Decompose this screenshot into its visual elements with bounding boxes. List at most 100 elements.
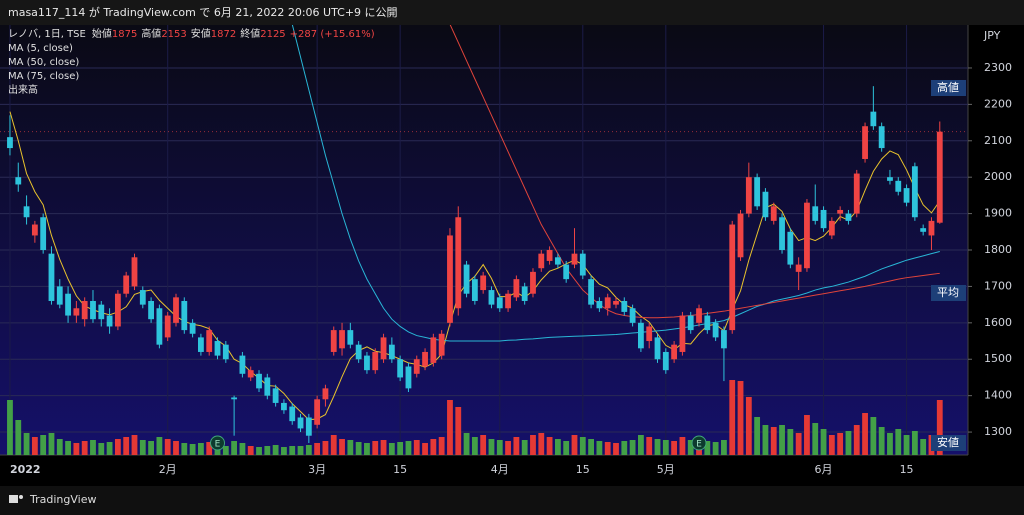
price-label: 高値 平均 安値 [931,80,966,451]
volume-bar [936,400,943,455]
volume-bar [314,443,321,455]
volume-bar [56,439,63,455]
volume-bar [438,437,445,455]
earnings-marker [691,435,707,451]
volume-bar [853,425,860,455]
volume-bar [65,441,71,455]
volume-bar [380,440,387,455]
y-tick-label: 1900 [984,207,1012,220]
candle-body [380,337,387,360]
candle-body [596,300,603,309]
candle-body [123,275,130,294]
volume-bar [712,442,719,455]
volume-bar [247,446,254,455]
volume-bar [447,400,453,455]
candle-body [388,344,395,360]
volume-bar [505,441,511,455]
earnings-label: E [215,440,221,450]
volume-bar [845,431,852,455]
volume-bar [737,381,744,455]
candle-body [347,330,354,345]
candle-body [206,330,213,352]
candle-body [56,286,63,305]
ma-line [449,25,940,319]
candle-body [621,300,628,312]
volume-bar [770,427,777,455]
candle-body [604,297,611,309]
price-label-text: 安値 [937,435,959,449]
volume-bar [305,445,312,455]
volume-bar [870,417,877,455]
volume-bar [488,439,495,455]
volume-bar [372,441,379,455]
volume-bar [330,435,337,455]
candle-body [920,228,927,232]
volume-bar [729,380,736,455]
x-tick-label: 4月 [491,463,509,476]
volume-bar [654,439,661,455]
volume-bar [662,440,669,455]
candle-body [878,126,885,149]
y-tick-label: 2300 [984,61,1012,74]
volume-bar [795,433,802,455]
volume-bar [646,437,653,455]
volume-bar [347,440,354,455]
volume-bar [339,439,345,455]
legend-label: 高値 [141,27,161,40]
candle-body [820,209,827,229]
earnings-marker [210,435,226,451]
candle-body [438,333,445,356]
candle-body [837,209,844,214]
candle-body [81,300,88,320]
volume-bar [920,439,927,455]
volume-bar [679,437,686,455]
volume-bar [405,441,412,455]
volume-bar [388,443,395,455]
volume-bar [779,425,785,455]
volume-bar [571,435,578,455]
volume-bar [604,442,611,455]
candle-body [712,322,719,338]
candle-body [23,206,30,218]
volume-bar [563,441,570,455]
candle-body [73,308,80,316]
volume-bar [895,429,902,455]
price-label-text: 平均 [937,286,959,299]
header-text: masa117_114 が TradingView.com で 6月 21, 2… [8,5,398,19]
candle-body [164,315,171,338]
volume-bar [90,440,96,455]
candle-body [40,217,47,251]
legend-value: 2125 [260,29,285,40]
ma-legend: MA (50, close) [8,57,79,68]
candle-body [7,137,13,149]
candle-body [828,220,835,236]
volume-bar [81,441,88,455]
candle-body [505,293,511,309]
legend: レノバ, 1日, TSE 始値1875 高値2153 安値1872 終値2125 +287… [8,27,375,96]
candle-body [181,300,188,331]
x-tick-label: 15 [393,463,407,476]
volume-bar [322,441,329,455]
candle-body [264,377,271,396]
candle-body [231,397,238,400]
volume-bar [222,446,229,455]
earnings-label: E [696,440,702,450]
volume-bar [181,443,188,455]
y-tick-label: 1600 [984,316,1012,329]
volume-bar [754,417,761,455]
candle-body [297,417,304,429]
legend-label: 終値 [240,27,260,40]
candle-body [696,308,702,323]
volume-bar [837,433,844,455]
volume-bar [496,440,503,455]
candle-body [131,257,138,287]
candle-body [903,188,910,203]
candle-body [779,217,785,251]
y-tick-label: 1500 [984,352,1012,365]
volume-bar [828,435,835,455]
price-label-text: 高値 [937,80,959,94]
volume-bar [804,415,810,455]
candle-body [114,293,121,327]
x-tick-label: 2022 [10,463,41,476]
legend-value: 1875 [112,29,137,40]
